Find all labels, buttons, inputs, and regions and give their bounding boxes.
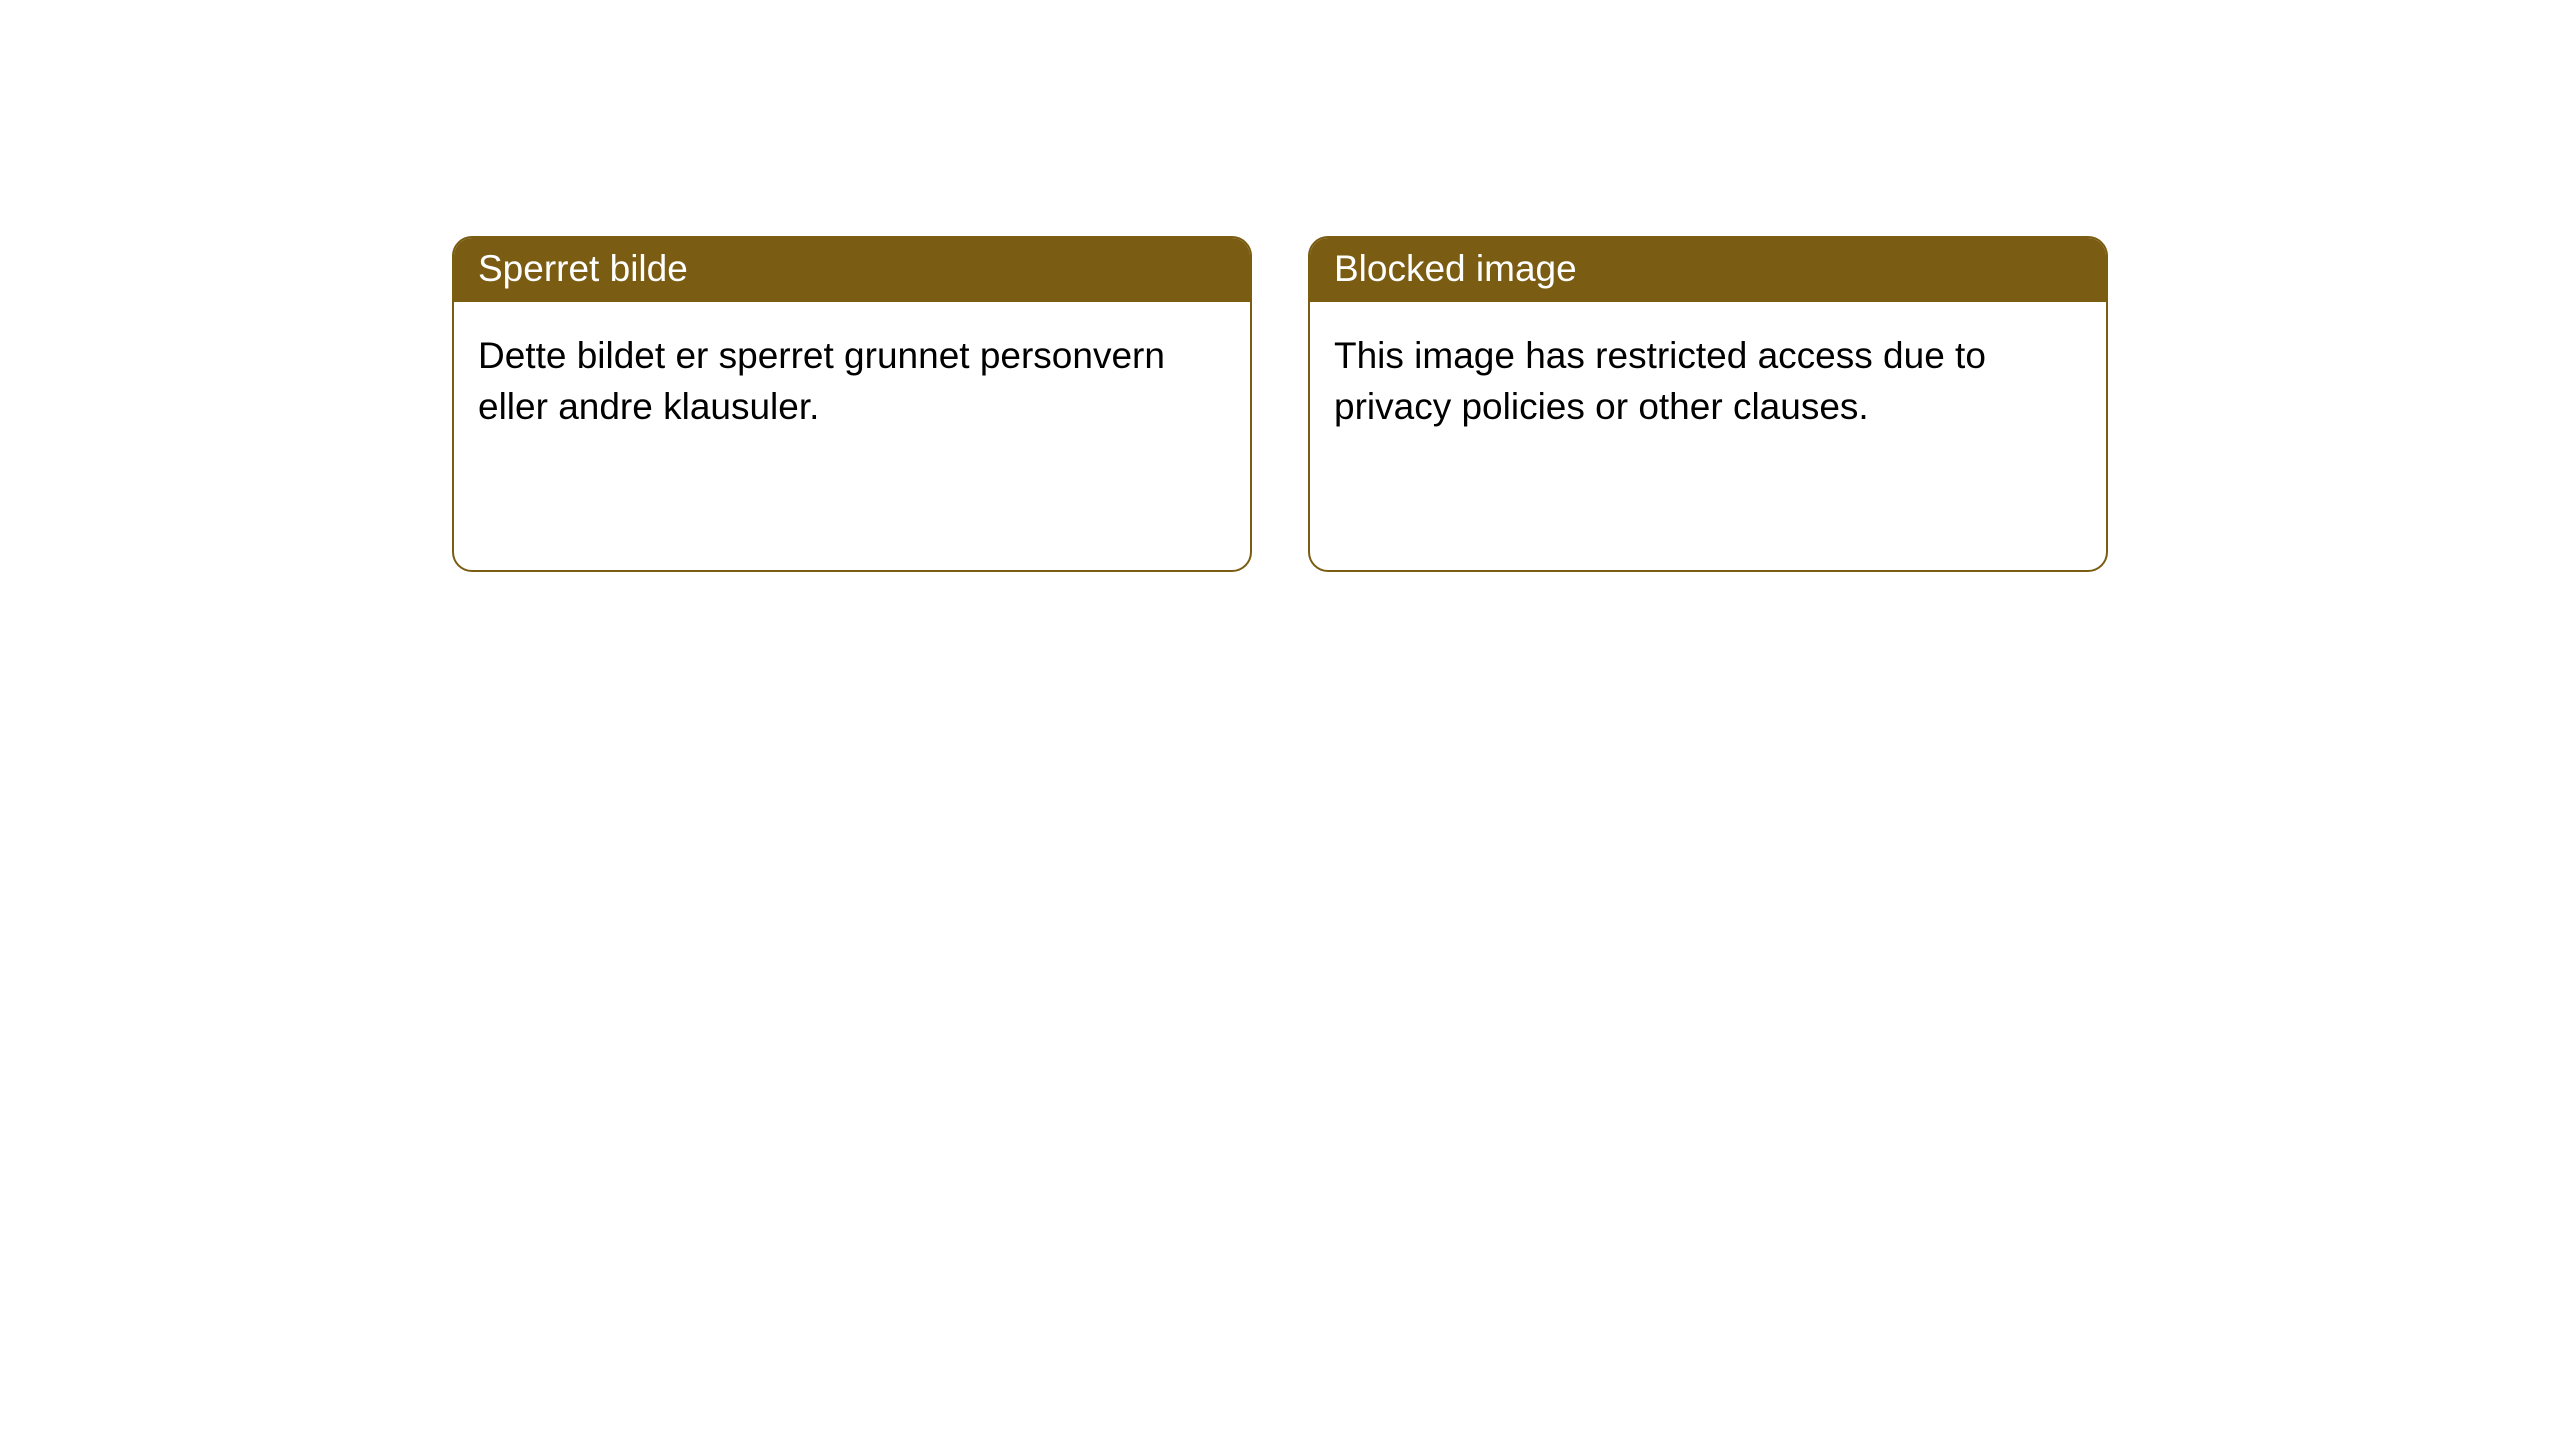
notice-container: Sperret bilde Dette bildet er sperret gr… [0,0,2560,572]
notice-title: Sperret bilde [454,238,1250,302]
notice-card-english: Blocked image This image has restricted … [1308,236,2108,572]
notice-body: This image has restricted access due to … [1310,302,2106,460]
notice-card-norwegian: Sperret bilde Dette bildet er sperret gr… [452,236,1252,572]
notice-title: Blocked image [1310,238,2106,302]
notice-body: Dette bildet er sperret grunnet personve… [454,302,1250,460]
